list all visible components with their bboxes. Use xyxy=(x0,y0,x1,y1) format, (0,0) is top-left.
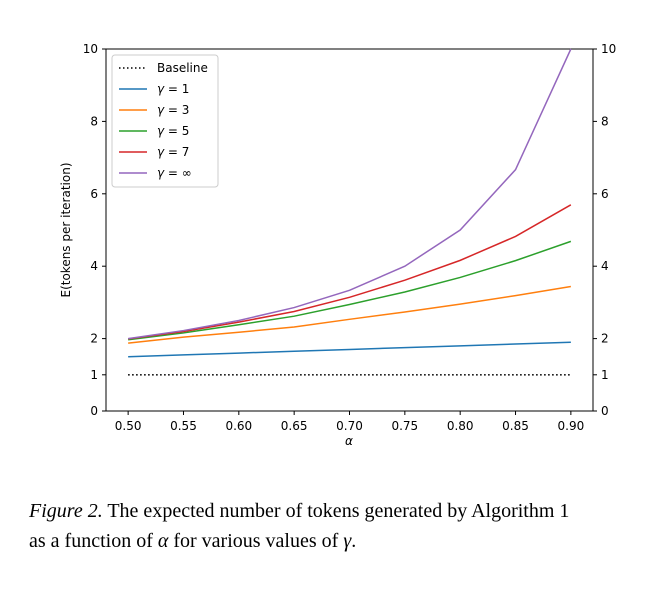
caption-text-line-1: The expected number of tokens generated … xyxy=(102,500,570,522)
series-layer xyxy=(128,48,572,376)
legend-label-value: 1 xyxy=(182,82,190,96)
caption-text-part-3: for various values of xyxy=(168,530,344,552)
legend-label-prefix: γ = xyxy=(157,82,182,96)
legend-label: Baseline xyxy=(157,61,208,75)
y-tick-label-right: 4 xyxy=(601,259,609,273)
legend-label-prefix: γ = xyxy=(157,145,182,159)
legend-label-value: 3 xyxy=(182,103,190,117)
legend-label-prefix: γ = xyxy=(157,103,182,117)
x-tick-label: 0.50 xyxy=(115,419,142,433)
series-line-4 xyxy=(128,204,572,340)
legend-label-value: 7 xyxy=(182,145,190,159)
y-tick-label-right: 1 xyxy=(601,368,609,382)
y-tick-label-left: 1 xyxy=(90,368,98,382)
caption-figure-label: Figure 2. xyxy=(29,500,103,522)
legend-label-prefix: γ = xyxy=(157,124,182,138)
x-axis-label: α xyxy=(345,434,353,448)
y-axis-right-ticks: 0 1 2 4 6 8 10 xyxy=(593,42,616,418)
x-tick-label: 0.80 xyxy=(447,419,474,433)
legend-label-prefix: γ = xyxy=(157,166,182,180)
y-tick-label-left: 2 xyxy=(90,332,98,346)
legend-label: γ = 7 xyxy=(157,145,189,159)
caption-text-line-2: as a function of xyxy=(29,530,158,552)
legend-label: γ = ∞ xyxy=(157,166,192,180)
legend-label: γ = 1 xyxy=(157,82,189,96)
series-line-2 xyxy=(128,285,571,344)
figure-caption: Figure 2. The expected number of tokens … xyxy=(29,496,669,556)
x-tick-label: 0.90 xyxy=(558,419,585,433)
y-tick-label-left: 4 xyxy=(90,259,98,273)
caption-alpha-symbol: α xyxy=(157,530,169,552)
x-tick-label: 0.65 xyxy=(281,419,308,433)
chart: 0.50 0.55 0.60 0.65 0.70 0.75 0.80 0.85 0.90 0 1 2… xyxy=(59,42,616,448)
x-tick-label: 0.85 xyxy=(502,419,529,433)
series-line-5 xyxy=(128,48,572,340)
y-tick-label-right: 6 xyxy=(601,187,609,201)
x-axis-ticks: 0.50 0.55 0.60 0.65 0.70 0.75 0.80 0.85 0.90 xyxy=(115,411,584,433)
y-tick-label-right: 2 xyxy=(601,332,609,346)
legend-label-value: 5 xyxy=(182,124,190,138)
y-tick-label-right: 8 xyxy=(601,114,609,128)
y-tick-label-left: 6 xyxy=(90,187,98,201)
y-tick-label-left: 0 xyxy=(90,404,98,418)
legend-label: γ = 3 xyxy=(157,103,189,117)
x-tick-label: 0.60 xyxy=(225,419,252,433)
y-axis-left-ticks: 0 1 2 4 6 8 10 xyxy=(83,42,106,418)
y-axis-label: E(tokens per iteration) xyxy=(59,162,73,297)
caption-gamma-symbol: γ xyxy=(343,530,352,552)
y-tick-label-left: 10 xyxy=(83,42,98,56)
y-tick-label-right: 0 xyxy=(601,404,609,418)
legend-box xyxy=(111,54,219,188)
series-line-1 xyxy=(128,341,571,358)
series-line-3 xyxy=(128,240,572,341)
x-tick-label: 0.75 xyxy=(391,419,418,433)
y-tick-label-left: 8 xyxy=(90,114,98,128)
caption-text-end: . xyxy=(351,530,357,552)
y-tick-label-right: 10 xyxy=(601,42,616,56)
legend-label: γ = 5 xyxy=(157,124,189,138)
x-tick-label: 0.70 xyxy=(336,419,363,433)
x-tick-label: 0.55 xyxy=(170,419,197,433)
legend-label-value: ∞ xyxy=(182,166,192,180)
